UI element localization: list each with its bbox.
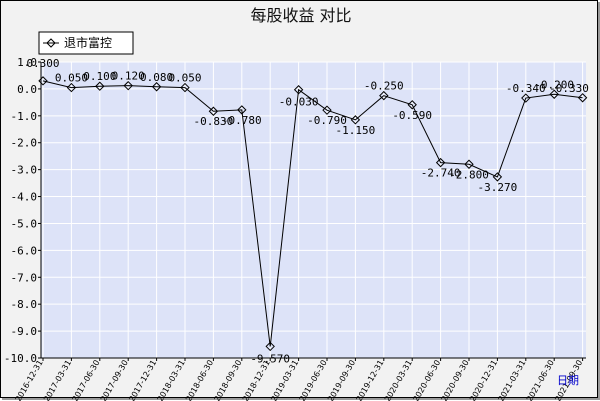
data-label: -9.570: [250, 352, 290, 365]
x-tick-label: 2020-12-31: [468, 359, 499, 401]
x-tick-label: 2019-09-30: [326, 359, 357, 401]
y-tick-label: -3.0: [11, 164, 38, 177]
y-tick-label: -8.0: [11, 298, 38, 311]
data-label: -0.780: [222, 114, 262, 127]
x-tick-label: 2017-09-30: [99, 359, 130, 401]
chart-title: 每股收益 对比: [250, 6, 351, 25]
y-tick-label: -4.0: [11, 191, 38, 204]
y-tick-label: 0.0: [17, 83, 37, 96]
data-label: 0.300: [26, 57, 59, 70]
x-tick-label: 2018-06-30: [184, 359, 215, 401]
x-tick-label: 2020-03-31: [383, 359, 414, 401]
x-tick-label: 2018-03-31: [156, 359, 187, 401]
y-tick-label: -1.0: [11, 110, 38, 123]
data-label: -3.270: [478, 181, 518, 194]
x-tick-label: 2020-09-30: [440, 359, 471, 401]
x-tick-label: 2019-12-31: [354, 359, 385, 401]
data-label: 0.050: [168, 72, 201, 85]
y-tick-label: -6.0: [11, 244, 38, 257]
data-label: -0.330: [549, 82, 589, 95]
x-tick-label: 2021-06-30: [525, 359, 556, 401]
x-tick-labels: 2016-12-312017-03-312017-06-302017-09-30…: [14, 359, 585, 401]
data-label: -0.030: [279, 96, 319, 109]
data-label: -0.590: [392, 109, 432, 122]
y-tick-label: -10.0: [4, 352, 37, 365]
x-tick-label: 2021-03-31: [496, 359, 527, 401]
legend: 退市富控: [39, 32, 133, 54]
data-label: -0.250: [364, 80, 404, 93]
x-tick-label: 2017-06-30: [70, 359, 101, 401]
data-label: -1.150: [336, 124, 376, 137]
x-tick-label: 2019-06-30: [298, 359, 329, 401]
data-label: -2.800: [449, 168, 489, 181]
x-tick-label: 2020-06-30: [411, 359, 442, 401]
y-tick-label: -2.0: [11, 137, 38, 150]
x-tick-label: 2018-09-30: [212, 359, 243, 401]
y-tick-label: -9.0: [11, 325, 38, 338]
x-axis-label: 日期: [557, 374, 579, 387]
y-tick-label: -7.0: [11, 271, 38, 284]
x-tick-label: 2017-03-31: [42, 359, 73, 401]
x-tick-label: 2017-12-31: [127, 359, 158, 401]
y-tick-label: -5.0: [11, 217, 38, 230]
legend-label: 退市富控: [64, 35, 112, 50]
y-tick-labels: 1.00.0-1.0-2.0-3.0-4.0-5.0-6.0-7.0-8.0-9…: [4, 56, 37, 365]
